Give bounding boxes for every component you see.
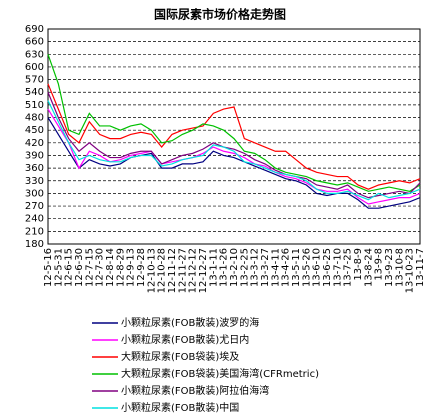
x-tick-label: 13-1-11: [208, 248, 219, 287]
y-tick-label: 450: [25, 125, 44, 136]
x-tick-label: 13-7-10: [332, 248, 343, 287]
x-tick-label: 13-8-24: [363, 248, 374, 287]
x-tick-label: 12-11-12: [167, 248, 178, 293]
x-tick-label: 13-6-10: [312, 248, 323, 287]
series-line: [47, 54, 421, 192]
series-line: [47, 117, 421, 209]
x-tick-label: 12-8-29: [115, 248, 126, 287]
x-tick-label: 13-5-11: [291, 248, 302, 287]
x-tick-label: 13-2-10: [229, 248, 240, 287]
x-tick-label: 13-2-25: [239, 248, 250, 287]
legend-text: 大颗粒尿素(FOB袋装)埃及: [121, 350, 239, 363]
legend-text: 小颗粒尿素(FOB散装)中国: [121, 401, 239, 414]
series-line: [47, 83, 421, 190]
y-tick-label: 390: [25, 150, 44, 161]
x-tick-label: 13-3-12: [250, 248, 261, 287]
legend-text: 小颗粒尿素(FOB散装)尤日内: [121, 333, 249, 346]
y-tick-label: 240: [25, 214, 44, 225]
y-tick-label: 510: [25, 100, 44, 111]
y-tick-label: 210: [25, 226, 44, 237]
y-tick-label: 300: [25, 188, 44, 199]
x-tick-label: 13-10-8: [394, 248, 405, 287]
series-line: [47, 100, 421, 201]
x-tick-label: 12-6-30: [74, 248, 85, 287]
x-tick-label: 12-12-12: [188, 248, 199, 293]
y-tick-label: 660: [25, 37, 44, 48]
y-tick-label: 270: [25, 201, 44, 212]
y-tick-label: 360: [25, 163, 44, 174]
x-tick-label: 12-7-15: [84, 248, 95, 287]
x-tick-label: 12-8-14: [105, 248, 116, 287]
x-tick-label: 13-8-9: [353, 248, 364, 281]
x-tick-label: 13-11-7: [415, 248, 426, 287]
x-tick-label: 12-9-13: [126, 248, 137, 287]
x-tick-label: 12-7-30: [95, 248, 106, 287]
y-tick-label: 540: [25, 87, 44, 98]
x-tick-label: 13-3-27: [260, 248, 271, 287]
y-tick-label: 480: [25, 113, 44, 124]
x-tick-label: 13-4-11: [270, 248, 281, 287]
x-tick-label: 12-12-27: [198, 248, 209, 293]
x-tick-label: 12-10-13: [146, 248, 157, 293]
x-tick-label: 12-11-27: [177, 248, 188, 293]
x-tick-label: 13-10-23: [405, 248, 416, 293]
x-tick-label: 13-4-26: [281, 248, 292, 287]
chart-title: 国际尿素市场价格走势图: [154, 7, 286, 22]
legend-text: 大颗粒尿素(FOB袋装)美国海湾(CFRmetric): [121, 367, 319, 380]
x-tick-label: 12-6-15: [64, 248, 75, 287]
x-tick-label: 13-5-26: [301, 248, 312, 287]
y-tick-label: 420: [25, 138, 44, 149]
x-tick-label: 13-1-26: [219, 248, 230, 287]
series-line: [47, 92, 421, 199]
y-tick-label: 570: [25, 75, 44, 86]
legend-text: 小颗粒尿素(FOB散装)阿拉伯海湾: [121, 384, 269, 397]
legend-text: 小颗粒尿素(FOB散装)波罗的海: [121, 316, 259, 329]
x-tick-label: 13-9-23: [384, 248, 395, 287]
x-tick-label: 13-6-25: [322, 248, 333, 287]
y-tick-label: 600: [25, 62, 44, 73]
x-tick-label: 12-10-28: [157, 248, 168, 293]
x-tick-label: 12-9-28: [136, 248, 147, 287]
x-tick-label: 12-5-16: [43, 248, 54, 287]
y-tick-label: 330: [25, 176, 44, 187]
x-tick-label: 13-7-25: [343, 248, 354, 287]
y-tick-label: 630: [25, 49, 44, 60]
x-tick-label: 12-5-31: [53, 248, 64, 287]
y-tick-label: 690: [25, 24, 44, 35]
y-tick-label: 180: [25, 239, 44, 250]
x-tick-label: 13-9-8: [374, 248, 385, 281]
